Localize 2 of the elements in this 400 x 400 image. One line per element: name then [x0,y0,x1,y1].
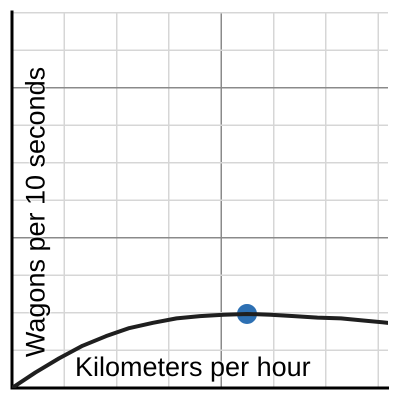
x-axis-title: Kilometers per hour [75,352,311,382]
y-axis-title: Wagons per 10 seconds [20,66,50,358]
